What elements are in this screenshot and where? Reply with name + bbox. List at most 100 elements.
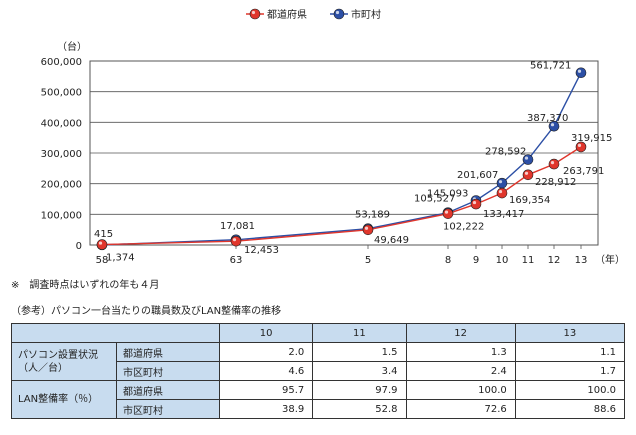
x-tick-label: 9 (473, 255, 479, 266)
plot-frame (89, 60, 599, 246)
legend-marker (333, 8, 345, 20)
data-point (470, 198, 482, 210)
year-header: 13 (514, 323, 626, 343)
data-labels: 1,374 12,453 49,649 102,222 133,417 169,354 22… (94, 61, 612, 264)
table-cell: 1.5 (312, 342, 407, 362)
data-label: 1,374 (106, 253, 135, 264)
y-tick-label: 200,000 (41, 180, 82, 191)
data-point-highlight (498, 180, 503, 184)
y-tick-label: 400,000 (41, 118, 82, 129)
data-point-highlight (524, 171, 529, 175)
data-point (230, 235, 242, 247)
table-cell: 1.1 (514, 342, 626, 362)
y-tick-label: 300,000 (41, 149, 82, 160)
reference-title: （参考）パソコン一台当たりの職員数及びLAN整備率の推移 (11, 306, 282, 317)
series-markers (96, 67, 587, 251)
y-tick-label: 0 (76, 241, 82, 252)
x-tick-label: 5 (365, 255, 371, 266)
row-label: 市区町村 (116, 361, 220, 381)
data-label: 49,649 (374, 235, 409, 246)
data-point (496, 177, 508, 189)
data-point-highlight (524, 156, 529, 160)
data-point (96, 239, 108, 250)
data-label: 133,417 (483, 209, 524, 220)
table-cell: 52.8 (312, 399, 407, 419)
axis-labels: 600,000 500,000 400,000 300,000 200,000 100,0… (41, 40, 625, 266)
table-cell: 4.6 (218, 361, 314, 381)
survey-note: ※ 調査時点はいずれの年も４月 (11, 280, 160, 291)
data-point-highlight (498, 189, 503, 194)
table-row: 市区町村 4.6 3.4 2.4 1.7 (12, 361, 626, 381)
data-label: 102,222 (443, 222, 484, 233)
x-tick-label: 10 (496, 255, 509, 266)
data-point (575, 67, 587, 79)
x-tick-label: 58 (96, 255, 109, 266)
table-cell: 95.7 (218, 380, 314, 400)
legend-marker-highlight (251, 10, 256, 15)
table-cell: 2.4 (405, 361, 516, 381)
data-label: 319,915 (571, 133, 612, 144)
y-tick-label: 600,000 (41, 57, 82, 68)
data-label: 53,189 (355, 210, 390, 221)
x-tick-label: 8 (445, 255, 451, 266)
legend-marker (249, 8, 261, 20)
table-cell: 100.0 (405, 380, 516, 400)
data-point (442, 208, 454, 219)
x-tick-label: 13 (575, 255, 588, 266)
row-label: 都道府県 (116, 380, 220, 400)
data-point-highlight (98, 241, 103, 245)
table-cell: 2.0 (218, 342, 314, 362)
data-point-highlight (444, 210, 449, 214)
data-point-highlight (550, 161, 555, 165)
data-label: 415 (94, 229, 113, 240)
row-label: 市区町村 (116, 399, 220, 419)
data-point (496, 187, 508, 199)
data-label: 387,370 (527, 113, 568, 124)
data-point-highlight (550, 123, 555, 127)
legend-marker-highlight (335, 10, 340, 15)
table-row: パソコン設置状況（人／台） 都道府県 2.0 1.5 1.3 1.1 (11, 342, 626, 381)
data-label: 105,527 (414, 194, 455, 205)
table-cell: 97.9 (312, 380, 407, 400)
x-unit-label: （年） (595, 253, 625, 266)
x-tick-label: 63 (230, 255, 243, 266)
chart-grid (90, 91, 598, 215)
year-header: 11 (312, 323, 407, 343)
data-point-highlight (577, 143, 582, 147)
x-tick-label: 11 (522, 255, 535, 266)
table-corner (11, 323, 220, 343)
data-point-highlight (364, 226, 369, 230)
table-cell: 1.7 (514, 361, 626, 381)
data-label: 278,592 (485, 147, 526, 158)
legend-label: 市町村 (351, 8, 381, 21)
group-label: パソコン設置状況（人／台） (11, 342, 117, 381)
table-cell: 100.0 (514, 380, 626, 400)
data-point (522, 169, 534, 181)
table-cell: 88.6 (514, 399, 626, 419)
y-tick-label: 500,000 (41, 88, 82, 99)
data-label: 228,912 (535, 177, 576, 188)
table-row: 市区町村 38.9 52.8 72.6 88.6 (12, 399, 626, 419)
data-point-highlight (577, 69, 582, 73)
data-label: 561,721 (530, 61, 571, 72)
reference-table: 10 11 12 13 パソコン設置状況（人／台） 都道府県 2.0 1.5 1… (11, 323, 626, 419)
y-unit-label: （台） (57, 40, 87, 53)
x-tick-label: 12 (548, 255, 561, 266)
row-label: 都道府県 (116, 342, 220, 362)
table-cell: 72.6 (405, 399, 516, 419)
table-cell: 3.4 (312, 361, 407, 381)
table-header-row: 10 11 12 13 (11, 323, 626, 343)
data-label: 145,093 (427, 189, 468, 200)
group-label: LAN整備率（％） (11, 380, 117, 419)
data-point-highlight (232, 238, 237, 242)
data-point (548, 158, 560, 170)
data-label: 169,354 (509, 195, 550, 206)
chart-legend: 都道府県 市町村 (246, 8, 381, 21)
data-label: 263,791 (563, 166, 604, 177)
data-label: 201,607 (457, 170, 498, 181)
year-header: 10 (218, 323, 314, 343)
table-cell: 1.3 (405, 342, 516, 362)
legend-label: 都道府県 (267, 8, 307, 21)
data-point (362, 224, 374, 236)
table-row: LAN整備率（％） 都道府県 95.7 97.9 100.0 100.0 (11, 380, 626, 419)
